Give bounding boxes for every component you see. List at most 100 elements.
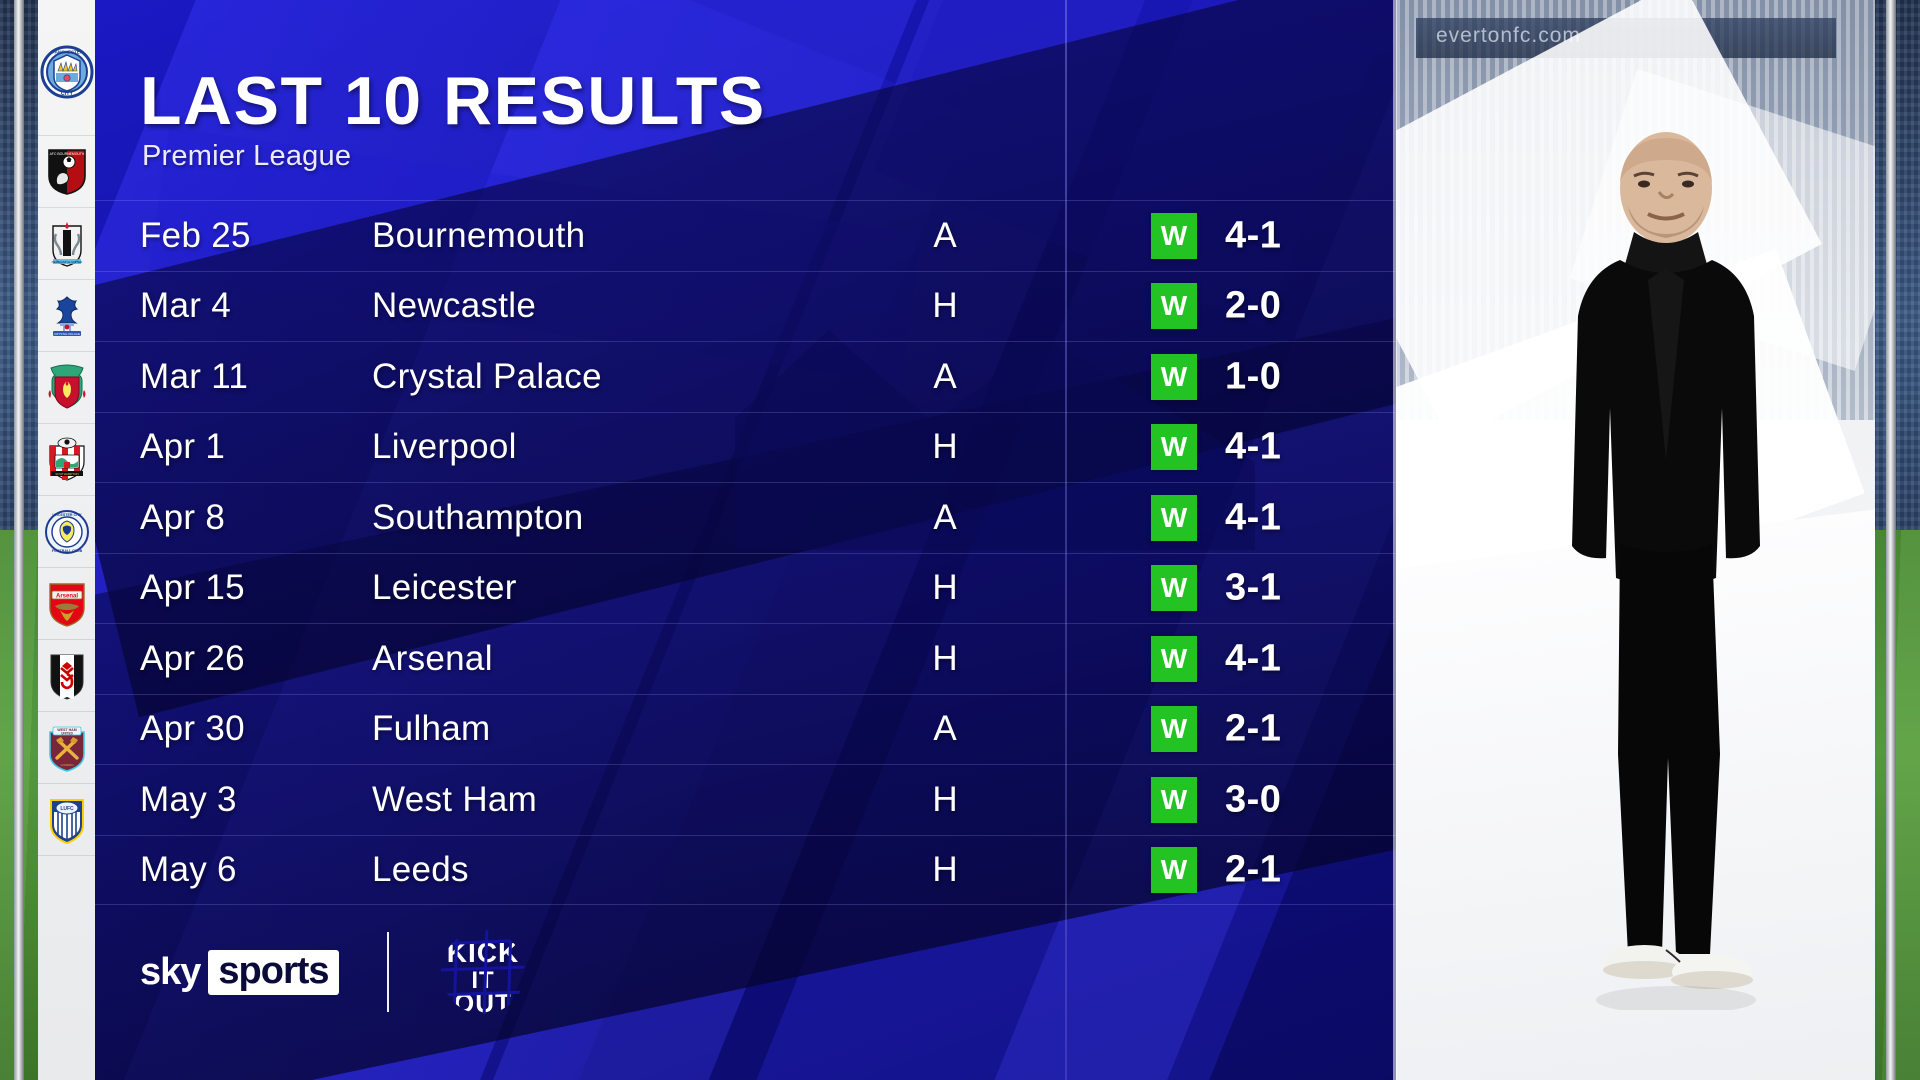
results-panel: LAST 10 RESULTS Premier League Feb 25 Bou… — [95, 0, 1396, 1080]
crest-cell-leicester[interactable]: LEICESTER CITY FOOTBALL CLUB — [38, 496, 95, 568]
results-table: Feb 25 Bournemouth A W 4-1 Mar 4 Newcastle H W 2-… — [95, 200, 1396, 905]
svg-text:CITY: CITY — [60, 91, 73, 97]
cell-score: 2-1 — [1225, 848, 1282, 891]
cell-opponent: West Ham — [372, 779, 538, 819]
crest-cell-leeds[interactable]: LUFC — [38, 784, 95, 856]
crest-cell-fulham[interactable] — [38, 640, 95, 712]
result-badge-win: W — [1151, 706, 1197, 753]
crest-rail-spacer — [38, 856, 95, 1080]
cell-result: W — [1151, 776, 1197, 823]
cell-venue: H — [932, 427, 958, 467]
cell-opponent: Arsenal — [372, 638, 493, 678]
svg-text:FOOTBALL CLUB: FOOTBALL CLUB — [51, 549, 82, 553]
cell-date: Mar 11 — [140, 356, 249, 396]
svg-text:LEICESTER CITY: LEICESTER CITY — [52, 513, 82, 517]
cell-opponent: Leicester — [372, 568, 517, 608]
manager-portrait — [1516, 110, 1816, 1014]
svg-text:NEWCASTLE UNITED: NEWCASTLE UNITED — [51, 260, 83, 264]
crest-cell-west-ham[interactable]: WEST HAM UNITED LONDON — [38, 712, 95, 784]
result-badge-win: W — [1151, 846, 1197, 893]
table-row: May 3 West Ham H W 3-0 — [95, 764, 1396, 835]
goal-post-left — [14, 0, 24, 1080]
cell-score: 4-1 — [1225, 425, 1282, 468]
cell-opponent: Leeds — [372, 849, 469, 889]
newcastle-crest: NEWCASTLE UNITED — [45, 220, 89, 268]
crest-cell-newcastle[interactable]: NEWCASTLE UNITED — [38, 208, 95, 280]
cell-result: W — [1151, 212, 1197, 259]
result-badge-win: W — [1151, 565, 1197, 612]
cell-result: W — [1151, 283, 1197, 330]
cell-score: 4-1 — [1225, 214, 1282, 257]
crest-cell-southampton[interactable]: SOUTHAMPTON — [38, 424, 95, 496]
svg-text:CRYSTAL PALACE: CRYSTAL PALACE — [54, 332, 80, 336]
crest-cell-crystal-palace[interactable]: CRYSTAL PALACE — [38, 280, 95, 352]
table-row: Apr 30 Fulham A W 2-1 — [95, 693, 1396, 765]
panel-right-edge — [1393, 0, 1397, 1080]
cell-date: May 6 — [140, 849, 237, 889]
svg-text:Arsenal: Arsenal — [55, 593, 77, 599]
cell-opponent: Fulham — [372, 709, 491, 749]
cell-date: May 3 — [140, 779, 237, 819]
sky-sports-logo: sky sports — [140, 949, 339, 995]
cell-venue: H — [932, 638, 958, 678]
result-badge-win: W — [1151, 212, 1197, 259]
crest-cell-manchester-city[interactable]: MANCHESTER CITY — [38, 8, 95, 136]
result-badge-win: W — [1151, 635, 1197, 682]
svg-text:UNITED: UNITED — [61, 731, 74, 735]
crest-cell-arsenal[interactable]: Arsenal — [38, 568, 95, 640]
cell-date: Apr 1 — [140, 427, 226, 467]
table-row: Apr 8 Southampton A W 4-1 — [95, 482, 1396, 553]
cell-result: W — [1151, 424, 1197, 471]
svg-text:LUFC: LUFC — [60, 806, 74, 812]
cell-score: 1-0 — [1225, 355, 1282, 398]
liverpool-crest — [45, 363, 89, 412]
crest-cell-bournemouth[interactable]: AFC BOURNEMOUTH — [38, 136, 95, 208]
cell-venue: A — [933, 497, 957, 537]
svg-text:WEST HAM: WEST HAM — [57, 728, 77, 732]
cell-result: W — [1151, 353, 1197, 400]
cell-date: Apr 15 — [140, 568, 245, 608]
result-badge-win: W — [1151, 494, 1197, 541]
west-ham-crest: WEST HAM UNITED LONDON — [45, 724, 89, 772]
cell-opponent: Liverpool — [372, 427, 517, 467]
svg-text:AFC BOURNEMOUTH: AFC BOURNEMOUTH — [49, 152, 84, 156]
cell-opponent: Newcastle — [372, 286, 537, 326]
sky-wordmark: sky — [140, 950, 201, 993]
cell-result: W — [1151, 706, 1197, 753]
result-badge-win: W — [1151, 353, 1197, 400]
cell-date: Mar 4 — [140, 286, 231, 326]
result-badge-win: W — [1151, 283, 1197, 330]
footer-divider — [386, 932, 389, 1012]
team-crest-rail: MANCHESTER CITY AFC BOURNEMOUTH — [38, 0, 95, 1080]
cell-venue: A — [933, 215, 957, 255]
cell-date: Feb 25 — [140, 215, 251, 255]
table-row: Apr 1 Liverpool H W 4-1 — [95, 411, 1396, 483]
cell-opponent: Bournemouth — [372, 215, 586, 255]
cell-date: Apr 30 — [140, 709, 245, 749]
svg-text:SOUTHAMPTON: SOUTHAMPTON — [55, 472, 78, 476]
advert-board-text: evertonfc.com — [1436, 24, 1581, 47]
leeds-crest: LUFC — [47, 796, 87, 844]
cell-result: W — [1151, 635, 1197, 682]
crest-cell-liverpool[interactable] — [38, 352, 95, 424]
panel-content: LAST 10 RESULTS Premier League Feb 25 Bou… — [95, 0, 1396, 1080]
cell-venue: H — [932, 849, 958, 889]
cell-date: Apr 8 — [140, 497, 226, 537]
bournemouth-crest: AFC BOURNEMOUTH — [47, 148, 87, 196]
cell-score: 2-0 — [1225, 284, 1282, 327]
table-row: Mar 11 Crystal Palace A W 1-0 — [95, 341, 1396, 412]
table-row: Feb 25 Bournemouth A W 4-1 — [95, 200, 1396, 271]
table-row: May 6 Leeds H W 2-1 — [95, 834, 1396, 905]
cell-opponent: Southampton — [372, 497, 584, 537]
cell-venue: H — [932, 779, 958, 819]
arsenal-crest: Arsenal — [46, 580, 88, 628]
cell-score: 2-1 — [1225, 707, 1282, 750]
manager-portrait-panel: evertonfc.com — [1396, 0, 1875, 1080]
goal-post-right — [1886, 0, 1896, 1080]
page-subtitle: Premier League — [142, 140, 352, 172]
svg-text:MANCHESTER: MANCHESTER — [50, 49, 83, 54]
cell-date: Apr 26 — [140, 638, 245, 678]
fulham-crest — [47, 652, 87, 700]
kick-it-out-logo: KICK IT OUT — [437, 926, 529, 1018]
